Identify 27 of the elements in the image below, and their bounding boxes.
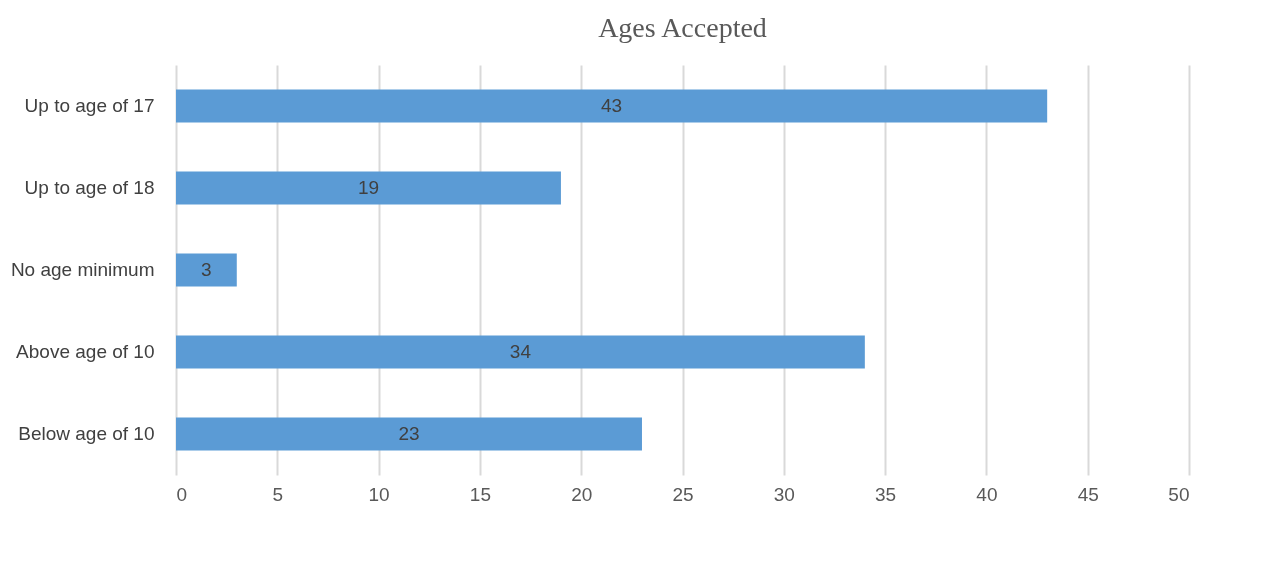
x-tick-label: 0: [176, 483, 188, 505]
bar: [176, 171, 561, 205]
bar: [176, 335, 865, 369]
x-tick-label: 25: [672, 483, 694, 505]
x-tick-label: 5: [272, 483, 284, 505]
bar: [176, 89, 1048, 123]
chart-title: Ages Accepted: [598, 12, 767, 43]
x-tick-label: 35: [875, 483, 897, 505]
bar: [176, 417, 642, 451]
x-tick-label: 20: [571, 483, 593, 505]
data-label: 23: [398, 423, 420, 444]
data-label: 34: [509, 341, 532, 362]
data-label: 43: [601, 95, 623, 116]
y-tick-label: Above age of 10: [16, 341, 155, 362]
data-label: 3: [201, 259, 212, 280]
x-tick-label: 45: [1077, 483, 1099, 505]
y-tick-label: No age minimum: [10, 259, 155, 280]
data-label: 19: [357, 177, 380, 198]
x-tick-label: 15: [469, 483, 491, 505]
x-tick-label: 50: [1168, 483, 1190, 505]
x-tick-label: 10: [368, 483, 390, 505]
y-tick-label: Up to age of 18: [24, 177, 155, 198]
y-tick-label: Up to age of 17: [24, 95, 155, 116]
x-tick-label: 30: [773, 483, 795, 505]
bar: [176, 253, 237, 287]
x-tick-label: 40: [976, 483, 998, 505]
y-tick-label: Below age of 10: [18, 423, 155, 444]
